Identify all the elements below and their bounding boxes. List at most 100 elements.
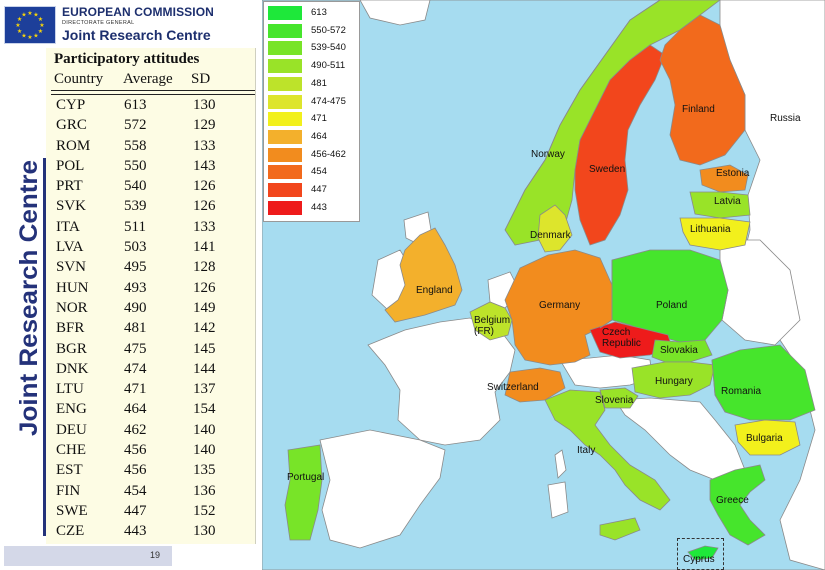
svg-text:★: ★ xyxy=(27,34,32,41)
label-norway: Norway xyxy=(531,149,565,160)
cell-average: 475 xyxy=(124,340,147,357)
cell-average: 550 xyxy=(124,157,147,174)
country-spain xyxy=(319,429,446,549)
directorate-name: DIRECTORATE GENERAL xyxy=(62,20,135,26)
column-header-sd: SD xyxy=(191,71,211,87)
column-header-country: Country xyxy=(54,71,104,87)
legend-label: 447 xyxy=(311,184,327,195)
cell-sd: 133 xyxy=(193,137,216,154)
cell-country: CZE xyxy=(56,523,85,540)
country-sardinia xyxy=(547,481,569,519)
cell-average: 456 xyxy=(124,442,147,459)
cell-sd: 126 xyxy=(193,198,216,215)
cell-sd: 135 xyxy=(193,462,216,479)
country-sweden xyxy=(574,44,666,246)
legend-swatch xyxy=(268,165,302,180)
cell-country: BGR xyxy=(56,340,87,357)
label-russia: Russia xyxy=(770,113,801,124)
label-cyprus: Cyprus xyxy=(683,554,715,565)
table-row: DNK 474 144 xyxy=(46,359,255,379)
cell-country: SWE xyxy=(56,502,88,519)
legend-label: 454 xyxy=(311,166,327,178)
table-row: SWE 447 152 xyxy=(46,501,255,521)
svg-text:★: ★ xyxy=(38,16,43,23)
cell-average: 558 xyxy=(124,137,147,154)
svg-text:★: ★ xyxy=(38,28,43,35)
label-germany: Germany xyxy=(539,300,581,311)
country-finland xyxy=(659,14,746,166)
cell-country: CHE xyxy=(56,442,86,459)
table-row: HUN 493 126 xyxy=(46,278,255,298)
label-sweden: Sweden xyxy=(589,164,626,175)
cell-sd: 126 xyxy=(193,279,216,296)
country-italy xyxy=(544,389,671,511)
cell-average: 511 xyxy=(124,218,146,235)
country-belgium xyxy=(469,301,513,341)
table-row: PRT 540 126 xyxy=(46,176,255,196)
country-lithuania xyxy=(679,217,751,251)
cell-sd: 126 xyxy=(193,178,216,195)
table-row: ITA 511 133 xyxy=(46,217,255,237)
cell-country: ROM xyxy=(56,137,91,154)
cell-sd: 143 xyxy=(193,157,216,174)
cell-average: 462 xyxy=(124,421,147,438)
cell-sd: 142 xyxy=(193,320,216,337)
cell-average: 493 xyxy=(124,279,147,296)
cell-average: 443 xyxy=(124,523,147,540)
label-bulgaria: Bulgaria xyxy=(746,433,783,444)
cell-average: 613 xyxy=(124,97,147,113)
cell-sd: 128 xyxy=(193,259,216,276)
cell-country: LVA xyxy=(56,239,84,256)
cell-average: 456 xyxy=(124,462,147,479)
table-row: CYP 613 130 xyxy=(46,95,255,115)
cell-sd: 140 xyxy=(193,442,216,459)
vertical-divider xyxy=(43,158,46,536)
table-row: POL 550 143 xyxy=(46,156,255,176)
cell-sd: 152 xyxy=(193,502,216,519)
cell-sd: 140 xyxy=(193,421,216,438)
cell-country: BFR xyxy=(56,320,85,337)
label-romania: Romania xyxy=(721,386,762,397)
country-bulgaria xyxy=(734,419,801,456)
country-corsica xyxy=(554,449,567,479)
cell-sd: 133 xyxy=(193,218,216,235)
cell-average: 464 xyxy=(124,401,147,418)
cell-sd: 137 xyxy=(193,381,216,398)
table-row: ENG 464 154 xyxy=(46,399,255,419)
cell-sd: 136 xyxy=(193,482,216,499)
table-row: NOR 490 149 xyxy=(46,298,255,318)
table-row: CZE 443 130 xyxy=(46,521,255,541)
legend-label: 443 xyxy=(311,201,327,213)
results-table: Participatory attitudes Country Average … xyxy=(46,48,256,544)
legend-label: 613 xyxy=(311,7,327,18)
legend-swatch xyxy=(268,200,302,215)
label-switzerland: Switzerland xyxy=(487,382,539,393)
legend-label: 539-540 xyxy=(311,42,346,54)
country-switzerland xyxy=(504,367,566,403)
country-hungary xyxy=(631,361,716,399)
table-row: LVA 503 141 xyxy=(46,237,255,257)
table-row: EST 456 135 xyxy=(46,460,255,480)
cell-sd: 149 xyxy=(193,299,216,316)
cell-sd: 129 xyxy=(193,117,216,134)
legend-label: 474-475 xyxy=(311,95,346,107)
label-finland: Finland xyxy=(682,104,715,115)
table-row: DEU 462 140 xyxy=(46,420,255,440)
country-cyprus xyxy=(687,545,719,561)
label-slovenia: Slovenia xyxy=(595,395,634,406)
svg-text:★: ★ xyxy=(15,22,20,29)
svg-text:★: ★ xyxy=(33,32,38,39)
table-row: CHE 456 140 xyxy=(46,440,255,460)
cell-country: CYP xyxy=(56,97,86,113)
legend-label: 550-572 xyxy=(311,24,346,36)
label-lithuania: Lithuania xyxy=(690,224,731,235)
cell-sd: 144 xyxy=(193,360,216,377)
legend-label: 490-511 xyxy=(311,60,346,72)
country-germany xyxy=(504,249,613,366)
legend-swatch xyxy=(268,59,302,74)
org-name: EUROPEAN COMMISSION xyxy=(62,5,214,19)
label-poland: Poland xyxy=(656,300,688,311)
europe-map xyxy=(262,0,825,570)
legend-label: 464 xyxy=(311,130,327,142)
country-england xyxy=(384,227,463,323)
